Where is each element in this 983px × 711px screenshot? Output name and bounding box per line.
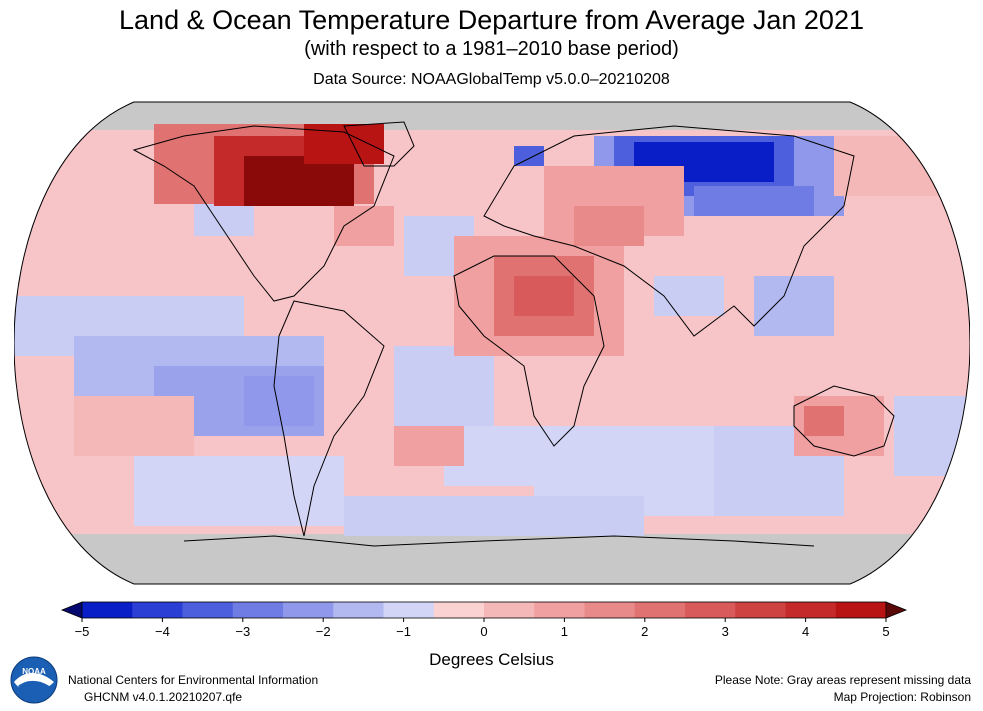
antarctica-outline [183, 535, 815, 547]
map-subtitle: (with respect to a 1981–2010 base period… [304, 38, 679, 60]
globe-border [14, 101, 970, 585]
dataset-version: GHCNM v4.0.1.20210207.qfe [84, 690, 243, 704]
coastlines [132, 121, 895, 547]
colorbar-swatch [182, 602, 234, 618]
data-source: Data Source: NOAAGlobalTemp v5.0.0–20210… [313, 71, 670, 88]
missing-data-note: Please Note: Gray areas represent missin… [714, 673, 971, 687]
colorbar-swatch [634, 602, 686, 618]
colorbar-swatch [785, 602, 837, 618]
colorbar-swatch [82, 602, 133, 618]
colorbar-swatch [433, 602, 485, 618]
colorbar-tick-label: 0 [480, 624, 487, 639]
colorbar-swatch [685, 602, 736, 618]
colorbar-low-cap [60, 601, 83, 619]
colorbar-ticks: −5 −4 −3 −2 −1 0 1 2 3 4 5 [75, 618, 890, 639]
eurasia-outline [483, 125, 855, 337]
colorbar: −5 −4 −3 −2 −1 0 1 2 3 4 5 [60, 601, 908, 639]
colorbar-tick-label: −4 [155, 624, 170, 639]
colorbar-swatch [735, 602, 786, 618]
map-title: Land & Ocean Temperature Departure from … [119, 5, 864, 35]
colorbar-swatch [534, 602, 585, 618]
colorbar-swatches [60, 601, 908, 619]
greenland-outline [343, 121, 415, 167]
colorbar-tick-label: −5 [75, 624, 90, 639]
colorbar-tick-label: 4 [802, 624, 809, 639]
projection-note: Map Projection: Robinson [833, 690, 971, 704]
colorbar-tick-label: −1 [396, 624, 411, 639]
colorbar-swatch [584, 602, 636, 618]
colorbar-swatch [484, 602, 535, 618]
colorbar-tick-label: 2 [641, 624, 648, 639]
colorbar-swatch [333, 602, 384, 618]
north-america-outline [132, 125, 395, 302]
colorbar-swatch [283, 602, 334, 618]
colorbar-swatch [132, 602, 183, 618]
colorbar-swatch [835, 602, 887, 618]
south-america-outline [273, 300, 385, 537]
noaa-logo-text: NOAA [22, 667, 46, 676]
australia-outline [793, 385, 895, 457]
world-map [14, 101, 970, 585]
colorbar-tick-label: 5 [882, 624, 889, 639]
colorbar-label: Degrees Celsius [429, 650, 554, 669]
colorbar-swatch [383, 602, 435, 618]
missing-data-antarctic [14, 534, 970, 584]
org-name: National Centers for Environmental Infor… [68, 673, 319, 687]
colorbar-tick-label: 3 [722, 624, 729, 639]
colorbar-tick-label: 1 [561, 624, 568, 639]
colorbar-tick-label: −3 [235, 624, 250, 639]
africa-outline [453, 255, 605, 447]
colorbar-high-cap [885, 601, 908, 619]
colorbar-swatch [232, 602, 284, 618]
warm-anomaly-areas [74, 124, 944, 466]
noaa-logo-icon: NOAA [10, 656, 58, 704]
colorbar-tick-label: −2 [316, 624, 331, 639]
